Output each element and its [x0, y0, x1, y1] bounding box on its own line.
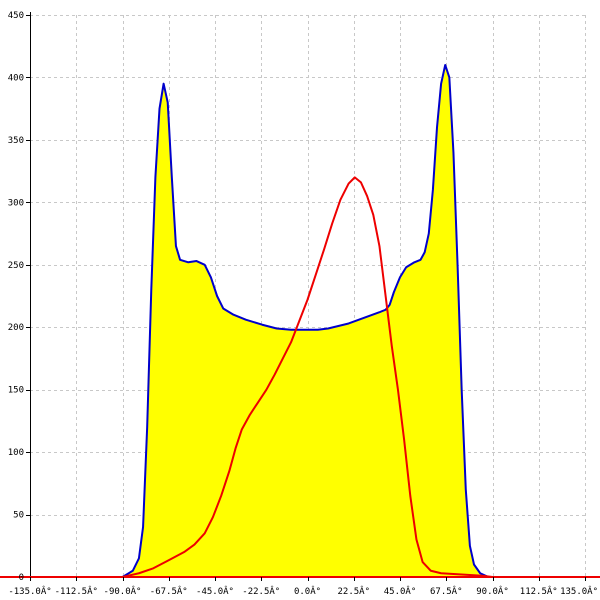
y-tick-label: 0 — [19, 573, 24, 583]
x-tick-label: -22.5Â° — [242, 585, 280, 597]
x-tick-label: 90.0Â° — [476, 585, 509, 597]
x-tick-label: 135.0Â° — [560, 585, 598, 597]
x-tick-label: -67.5Â° — [150, 585, 188, 597]
x-tick-label: -135.0Â° — [8, 585, 51, 597]
series-0-area — [122, 64, 493, 577]
y-tick-labels: 0 50 100 150 200 250 300 350 400 450 — [8, 11, 24, 583]
x-tick-label: -45.0Â° — [196, 585, 234, 597]
y-tick-label: 250 — [8, 261, 24, 271]
y-tick-label: 450 — [8, 11, 24, 21]
x-tick-label: 0.0Â° — [294, 585, 321, 597]
x-tick-label: 67.5Â° — [430, 585, 463, 597]
x-tick-label: 112.5Â° — [520, 585, 558, 597]
y-tick-label: 50 — [13, 511, 24, 521]
y-tick-label: 150 — [8, 386, 24, 396]
y-tick-label: 400 — [8, 73, 24, 83]
x-tick-label: 45.0Â° — [384, 585, 417, 597]
series-0-line — [121, 63, 493, 578]
series-1-line — [122, 176, 493, 578]
x-tick-label: 22.5Â° — [337, 585, 370, 597]
y-tick-label: 100 — [8, 448, 24, 458]
series-areas — [122, 64, 493, 577]
axes — [0, 12, 600, 581]
x-tick-label: -112.5Â° — [55, 585, 98, 597]
series-lines — [121, 63, 493, 578]
y-tick-label: 300 — [8, 198, 24, 208]
x-tick-labels: -135.0Â° -112.5Â° -90.0Â° -67.5Â° -45.0Â° -22… — [8, 585, 598, 597]
y-tick-label: 200 — [8, 323, 24, 333]
x-tick-label: -90.0Â° — [104, 585, 142, 597]
y-tick-label: 350 — [8, 136, 24, 146]
